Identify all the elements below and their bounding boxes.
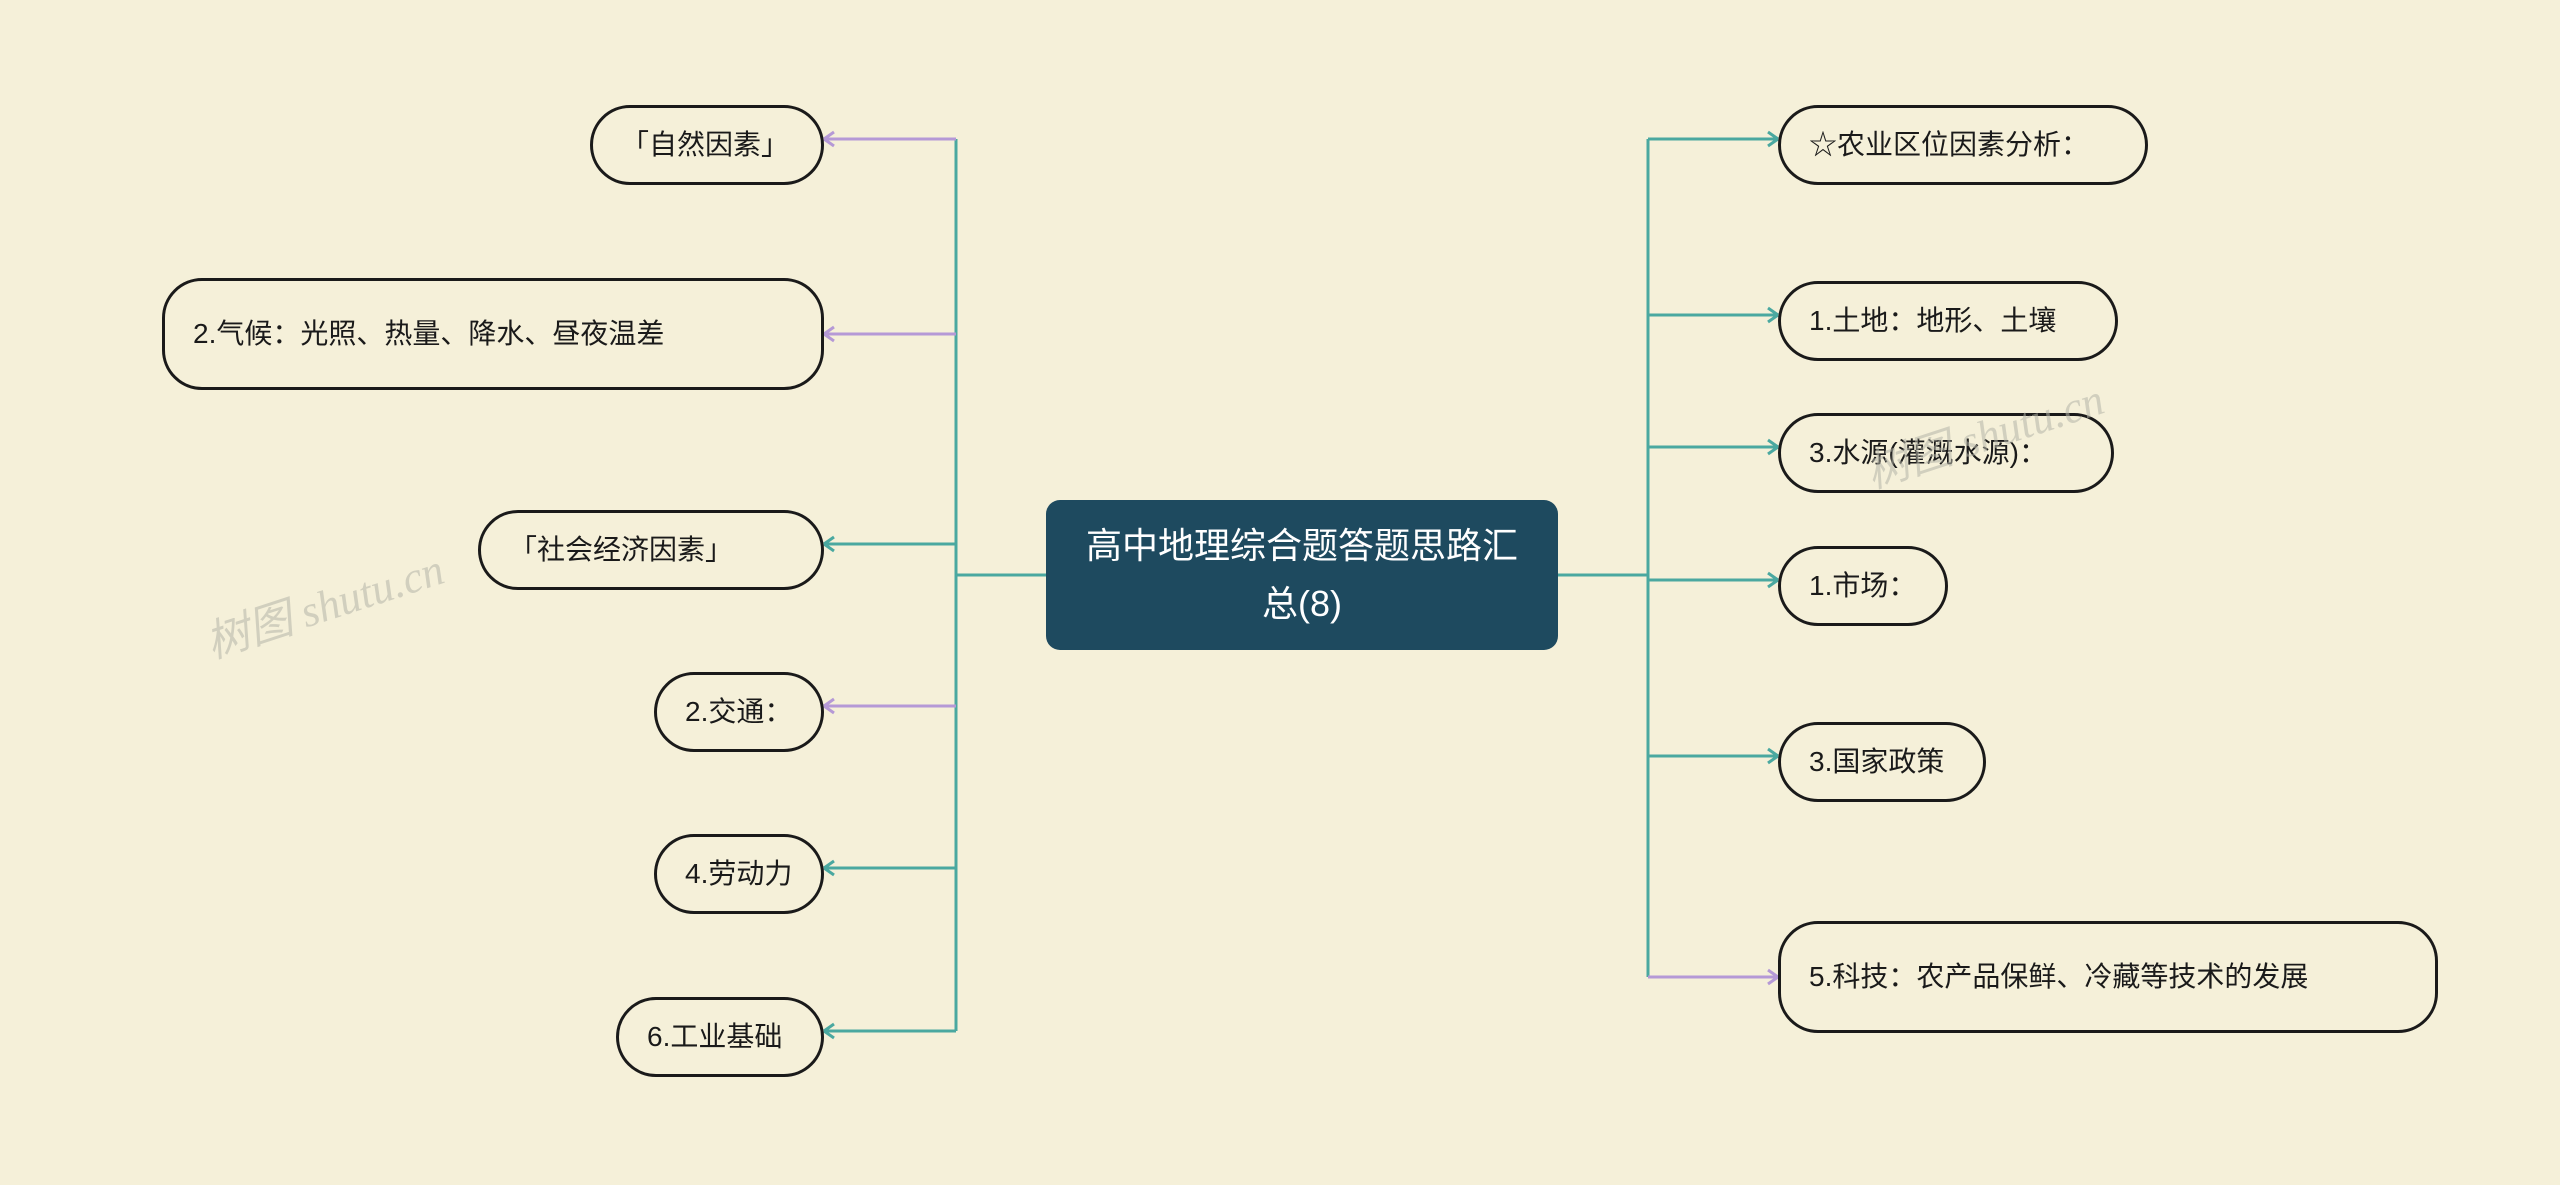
watermark-0: 树图 shutu.cn: [196, 533, 451, 670]
left-node-1: 2.气候：光照、热量、降水、昼夜温差: [162, 278, 824, 390]
left-node-2: 「社会经济因素」: [478, 510, 824, 590]
left-node-4: 4.劳动力: [654, 834, 824, 914]
left-node-3: 2.交通：: [654, 672, 824, 752]
right-node-5: 5.科技：农产品保鲜、冷藏等技术的发展: [1778, 921, 2438, 1033]
left-node-0: 「自然因素」: [590, 105, 824, 185]
left-node-5: 6.工业基础: [616, 997, 824, 1077]
right-node-1: 1.土地：地形、土壤: [1778, 281, 2118, 361]
right-node-4: 3.国家政策: [1778, 722, 1986, 802]
center-node: 高中地理综合题答题思路汇总(8): [1046, 500, 1558, 650]
right-node-2: 3.水源(灌溉水源)：: [1778, 413, 2114, 493]
right-node-3: 1.市场：: [1778, 546, 1948, 626]
right-node-0: ☆农业区位因素分析：: [1778, 105, 2148, 185]
